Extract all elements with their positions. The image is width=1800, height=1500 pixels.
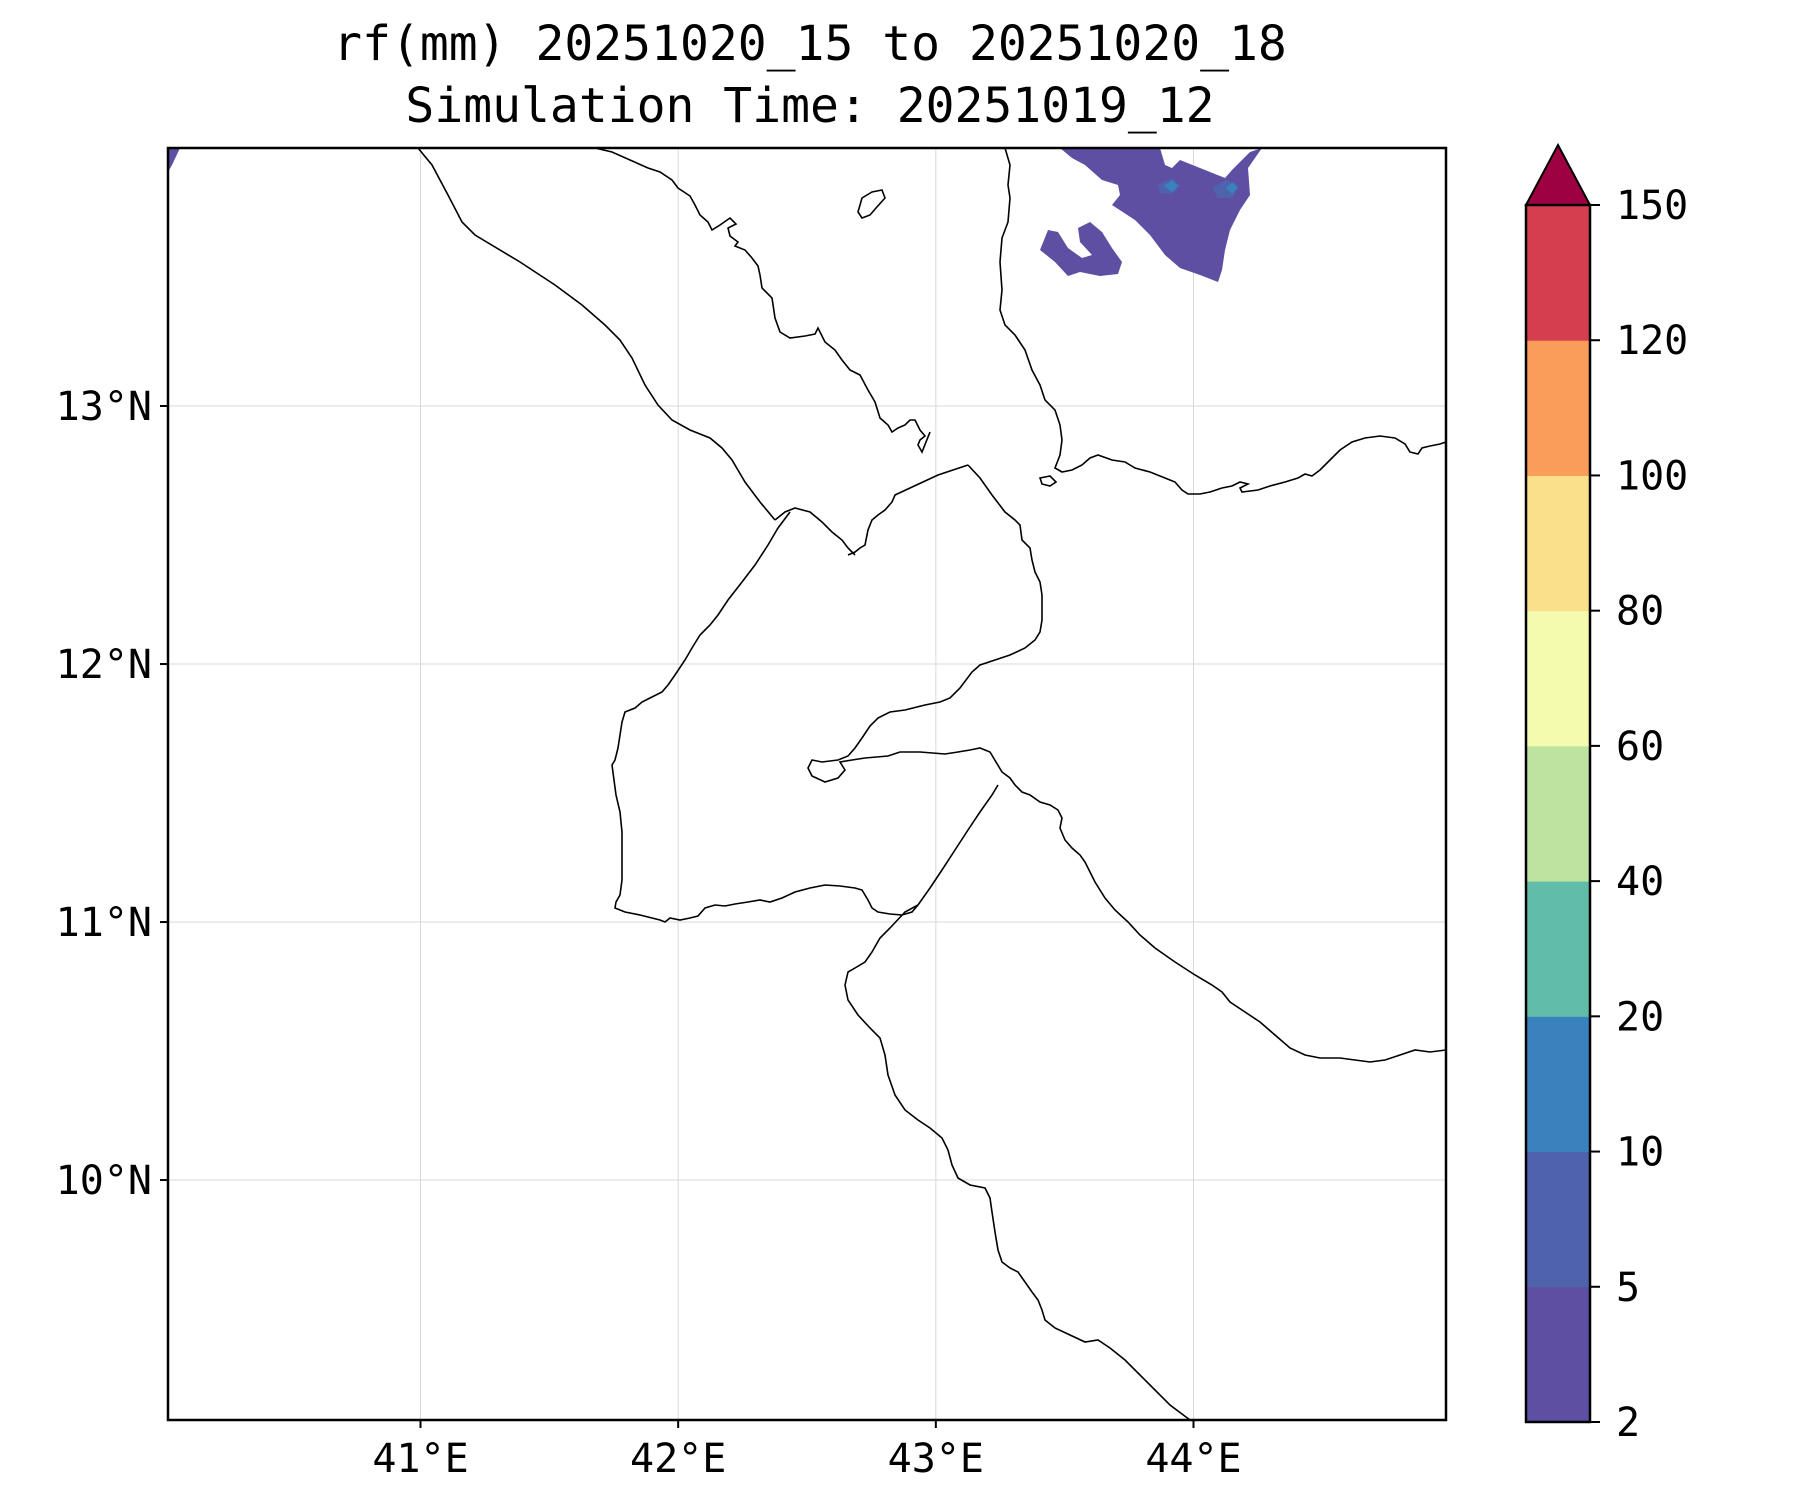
colorbar-label-5: 5 — [1616, 1265, 1640, 1311]
tick-label-lon-43: 43°E — [888, 1436, 984, 1482]
colorbar-segment-5-10 — [1526, 1151, 1590, 1288]
coastline-yemen-islet — [1038, 475, 1058, 487]
rainfall-patch-northeast — [1060, 148, 1262, 282]
border-djibouti-somaliland — [917, 784, 999, 906]
tick-label-lon-44: 44°E — [1145, 1436, 1241, 1482]
colorbar-segment-60-80 — [1526, 610, 1590, 747]
colorbar-label-150: 150 — [1616, 183, 1688, 229]
map-frame — [166, 146, 1448, 1422]
colorbar-segment-80-100 — [1526, 475, 1590, 612]
tick-label-lon-42: 42°E — [630, 1436, 726, 1482]
colorbar: 2 5 10 20 40 60 80 100 120 150 — [1524, 142, 1688, 1446]
colorbar-frame — [1524, 203, 1592, 1424]
tick-label-lat-12: 12°N — [56, 642, 152, 688]
colorbar-segment-120-150 — [1526, 205, 1590, 341]
coastline-somaliland-north — [999, 147, 1447, 495]
rainfall-patch-northwest — [168, 148, 180, 172]
colorbar-label-100: 100 — [1616, 453, 1688, 499]
chart-title-line-2: Simulation Time: 20251019_12 — [405, 78, 1215, 134]
gridlines — [168, 148, 1446, 1420]
chart-title-line-1: rf(mm) 20251020_15 to 20251020_18 — [333, 16, 1287, 72]
colorbar-label-60: 60 — [1616, 724, 1664, 770]
border-ethiopia-djibouti-north — [774, 507, 856, 556]
eritrea-island — [857, 189, 886, 219]
colorbar-label-40: 40 — [1616, 859, 1664, 905]
colorbar-segment-20-40 — [1526, 881, 1590, 1017]
colorbar-extend-max — [1524, 142, 1592, 206]
tick-label-lon-41: 41°E — [372, 1436, 468, 1482]
rainfall-core-dot-2 — [1226, 182, 1238, 194]
colorbar-label-2: 2 — [1616, 1400, 1640, 1446]
coastline-somalia-south — [844, 904, 1191, 1421]
tick-label-lat-11: 11°N — [56, 900, 152, 946]
tick-label-lat-10: 10°N — [56, 1158, 152, 1204]
colorbar-segment-10-20 — [1526, 1016, 1590, 1153]
colorbar-segment-100-120 — [1526, 340, 1590, 476]
rainfall-core-dot-1 — [1164, 180, 1178, 192]
colorbar-segment-2-5 — [1526, 1286, 1590, 1423]
tick-label-lat-13: 13°N — [56, 384, 152, 430]
axis-ticks: 41°E 42°E 43°E 44°E 10°N 11°N 12°N 13°N — [56, 384, 1242, 1482]
colorbar-label-80: 80 — [1616, 589, 1664, 635]
coastline-eritrea-east — [594, 147, 931, 454]
coastline-african-west — [417, 147, 776, 521]
coastline-djibouti — [807, 464, 1447, 1063]
border-eritrea-ethiopia — [847, 464, 969, 556]
rainfall-fills — [168, 148, 1262, 282]
rainfall-patch-east-small — [1040, 222, 1122, 276]
colorbar-label-120: 120 — [1616, 318, 1688, 364]
colorbar-label-10: 10 — [1616, 1130, 1664, 1176]
coastlines-and-borders — [417, 147, 1447, 1421]
colorbar-label-20: 20 — [1616, 994, 1664, 1040]
colorbar-segment-40-60 — [1526, 745, 1590, 882]
border-djibouti-west — [611, 511, 919, 923]
map-background — [168, 148, 1446, 1420]
